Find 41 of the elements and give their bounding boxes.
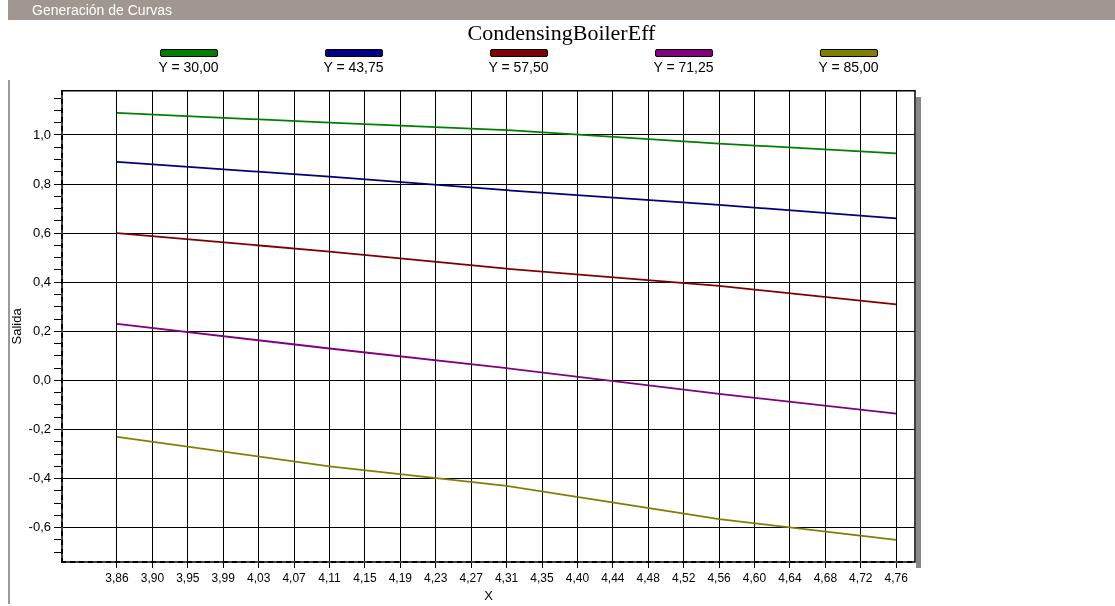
x-tick-label: 3,95 xyxy=(176,570,200,585)
x-tick-label: 4,48 xyxy=(636,570,661,585)
y-tick-label: 0,4 xyxy=(32,273,51,289)
x-tick-label: 4,44 xyxy=(601,570,625,585)
x-tick-label: 4,72 xyxy=(849,570,873,585)
y-tick-label: 0,8 xyxy=(32,175,51,191)
x-tick-label: 4,23 xyxy=(424,570,448,585)
chart-title: CondensingBoilerEff xyxy=(466,20,657,46)
y-tick-label: 0,6 xyxy=(32,224,51,240)
x-tick-label: 4,03 xyxy=(246,570,271,585)
y-tick-label: -0,4 xyxy=(28,470,51,486)
legend-label: Y = 57,50 xyxy=(487,59,550,75)
x-tick-label: 4,35 xyxy=(530,570,555,585)
x-tick-label: 3,99 xyxy=(211,570,236,585)
legend-label: Y = 85,00 xyxy=(817,59,880,75)
y-tick-label: 0,0 xyxy=(32,371,51,387)
x-tick-label: 4,15 xyxy=(353,570,377,585)
x-tick-label: 4,52 xyxy=(672,570,696,585)
x-tick-label: 4,11 xyxy=(318,570,342,585)
legend-label: Y = 43,75 xyxy=(322,59,385,75)
x-tick-label: 4,56 xyxy=(707,570,732,585)
x-tick-label: 3,90 xyxy=(140,570,165,585)
x-tick-label: 4,60 xyxy=(742,570,767,585)
x-tick-label: 4,64 xyxy=(778,570,802,585)
x-tick-label: 4,19 xyxy=(388,570,413,585)
x-tick-label: 4,68 xyxy=(813,570,838,585)
x-tick-label: 3,86 xyxy=(105,570,129,585)
y-tick-label: -0,6 xyxy=(28,519,51,535)
x-tick-label: 4,76 xyxy=(884,570,909,585)
y-tick-label: 0,2 xyxy=(32,322,51,338)
legend-label: Y = 71,25 xyxy=(652,59,715,75)
x-tick-label: 4,27 xyxy=(459,570,484,585)
y-tick-label: -0,2 xyxy=(28,421,51,437)
x-tick-label: 4,40 xyxy=(565,570,590,585)
text: Generación de Curvas xyxy=(8,0,1115,20)
x-tick-label: 4,07 xyxy=(282,570,307,585)
x-tick-label: 4,31 xyxy=(494,570,519,585)
legend-label: Y = 30,00 xyxy=(157,59,220,75)
y-axis-title: Salida xyxy=(9,307,25,345)
y-tick-label: 1,0 xyxy=(32,126,51,142)
x-axis-title: X xyxy=(484,587,494,603)
